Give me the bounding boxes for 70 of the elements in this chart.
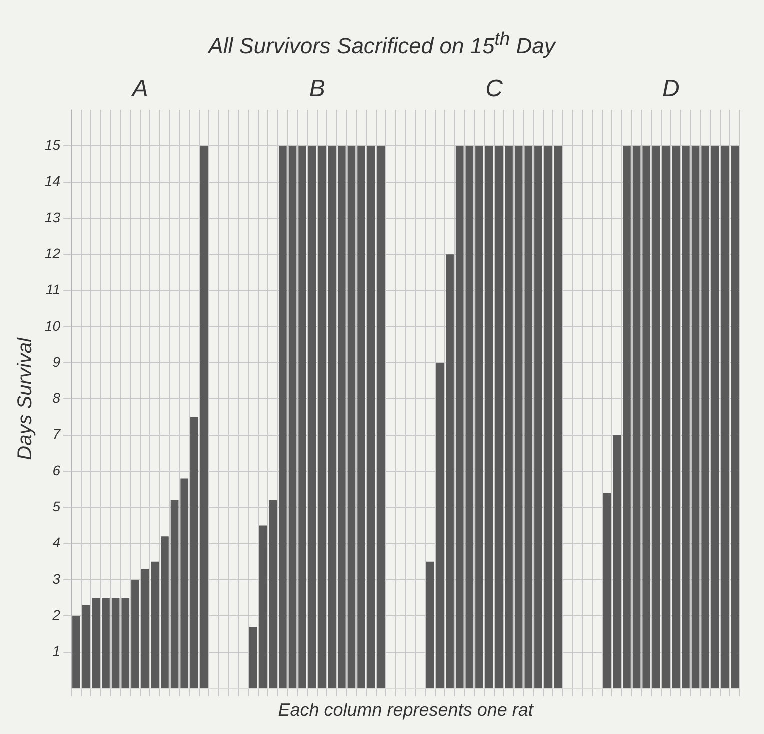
bar — [298, 146, 307, 688]
bar — [161, 536, 169, 688]
bar — [446, 254, 454, 688]
bar — [170, 500, 179, 688]
bar — [190, 417, 198, 688]
text: B — [309, 76, 326, 103]
text: C — [486, 76, 504, 103]
y-axis-title: Days Survival — [14, 338, 37, 460]
bar — [436, 363, 444, 688]
bar — [692, 146, 700, 688]
bar — [603, 493, 612, 688]
bar — [426, 562, 434, 688]
bar — [269, 500, 278, 688]
chart-title: All Survivors Sacrificed on 15$^{th}$ Day — [206, 28, 558, 60]
bar — [92, 598, 100, 688]
y-tick-label: 3 — [52, 570, 61, 587]
y-tick-label: 15 — [44, 137, 61, 154]
bar — [377, 146, 386, 688]
bar — [318, 146, 326, 688]
bar — [613, 435, 622, 688]
y-tick-label: 14 — [44, 173, 61, 190]
y-tick-label: 5 — [52, 498, 61, 515]
text: D — [662, 76, 680, 103]
text: A — [130, 76, 148, 103]
bar — [721, 146, 730, 688]
y-tick-label: 1 — [52, 643, 61, 660]
bar — [249, 626, 258, 688]
bar — [278, 146, 287, 688]
bar — [151, 562, 160, 688]
bar — [731, 146, 740, 688]
bar — [672, 146, 680, 688]
y-tick-label: 2 — [52, 606, 61, 623]
bar — [642, 146, 651, 688]
bar — [476, 146, 484, 688]
bar — [122, 598, 130, 688]
bar — [338, 146, 346, 688]
y-tick-label: 9 — [52, 354, 61, 370]
y-tick-label: 7 — [52, 426, 62, 442]
bar — [132, 580, 140, 688]
y-tick-label: 6 — [52, 462, 61, 478]
bar — [711, 146, 720, 688]
bar — [505, 146, 513, 688]
bar — [102, 598, 110, 688]
bar — [534, 146, 542, 688]
bar — [632, 146, 641, 688]
bar — [623, 146, 631, 688]
bar — [259, 526, 268, 688]
bar — [82, 605, 90, 688]
bar — [662, 146, 670, 688]
bar — [288, 146, 297, 688]
y-tick-label: 4 — [52, 534, 61, 551]
y-tick-label: 11 — [46, 282, 61, 298]
bar — [72, 616, 80, 688]
bar — [682, 146, 690, 688]
x-axis-title: Each column represents one rat — [278, 700, 534, 720]
bar — [328, 146, 336, 688]
y-tick-label: 10 — [44, 318, 61, 334]
bar — [358, 146, 366, 688]
bar — [112, 598, 120, 688]
y-tick-label: 13 — [44, 209, 61, 226]
bar — [652, 146, 660, 688]
y-tick-label: 8 — [52, 390, 61, 406]
bar — [367, 146, 376, 688]
bar — [702, 146, 710, 688]
bar — [180, 478, 189, 688]
bar — [141, 569, 150, 688]
bar — [200, 146, 208, 688]
bar — [308, 146, 316, 688]
y-tick-label: 12 — [44, 245, 61, 262]
bar — [348, 146, 356, 688]
